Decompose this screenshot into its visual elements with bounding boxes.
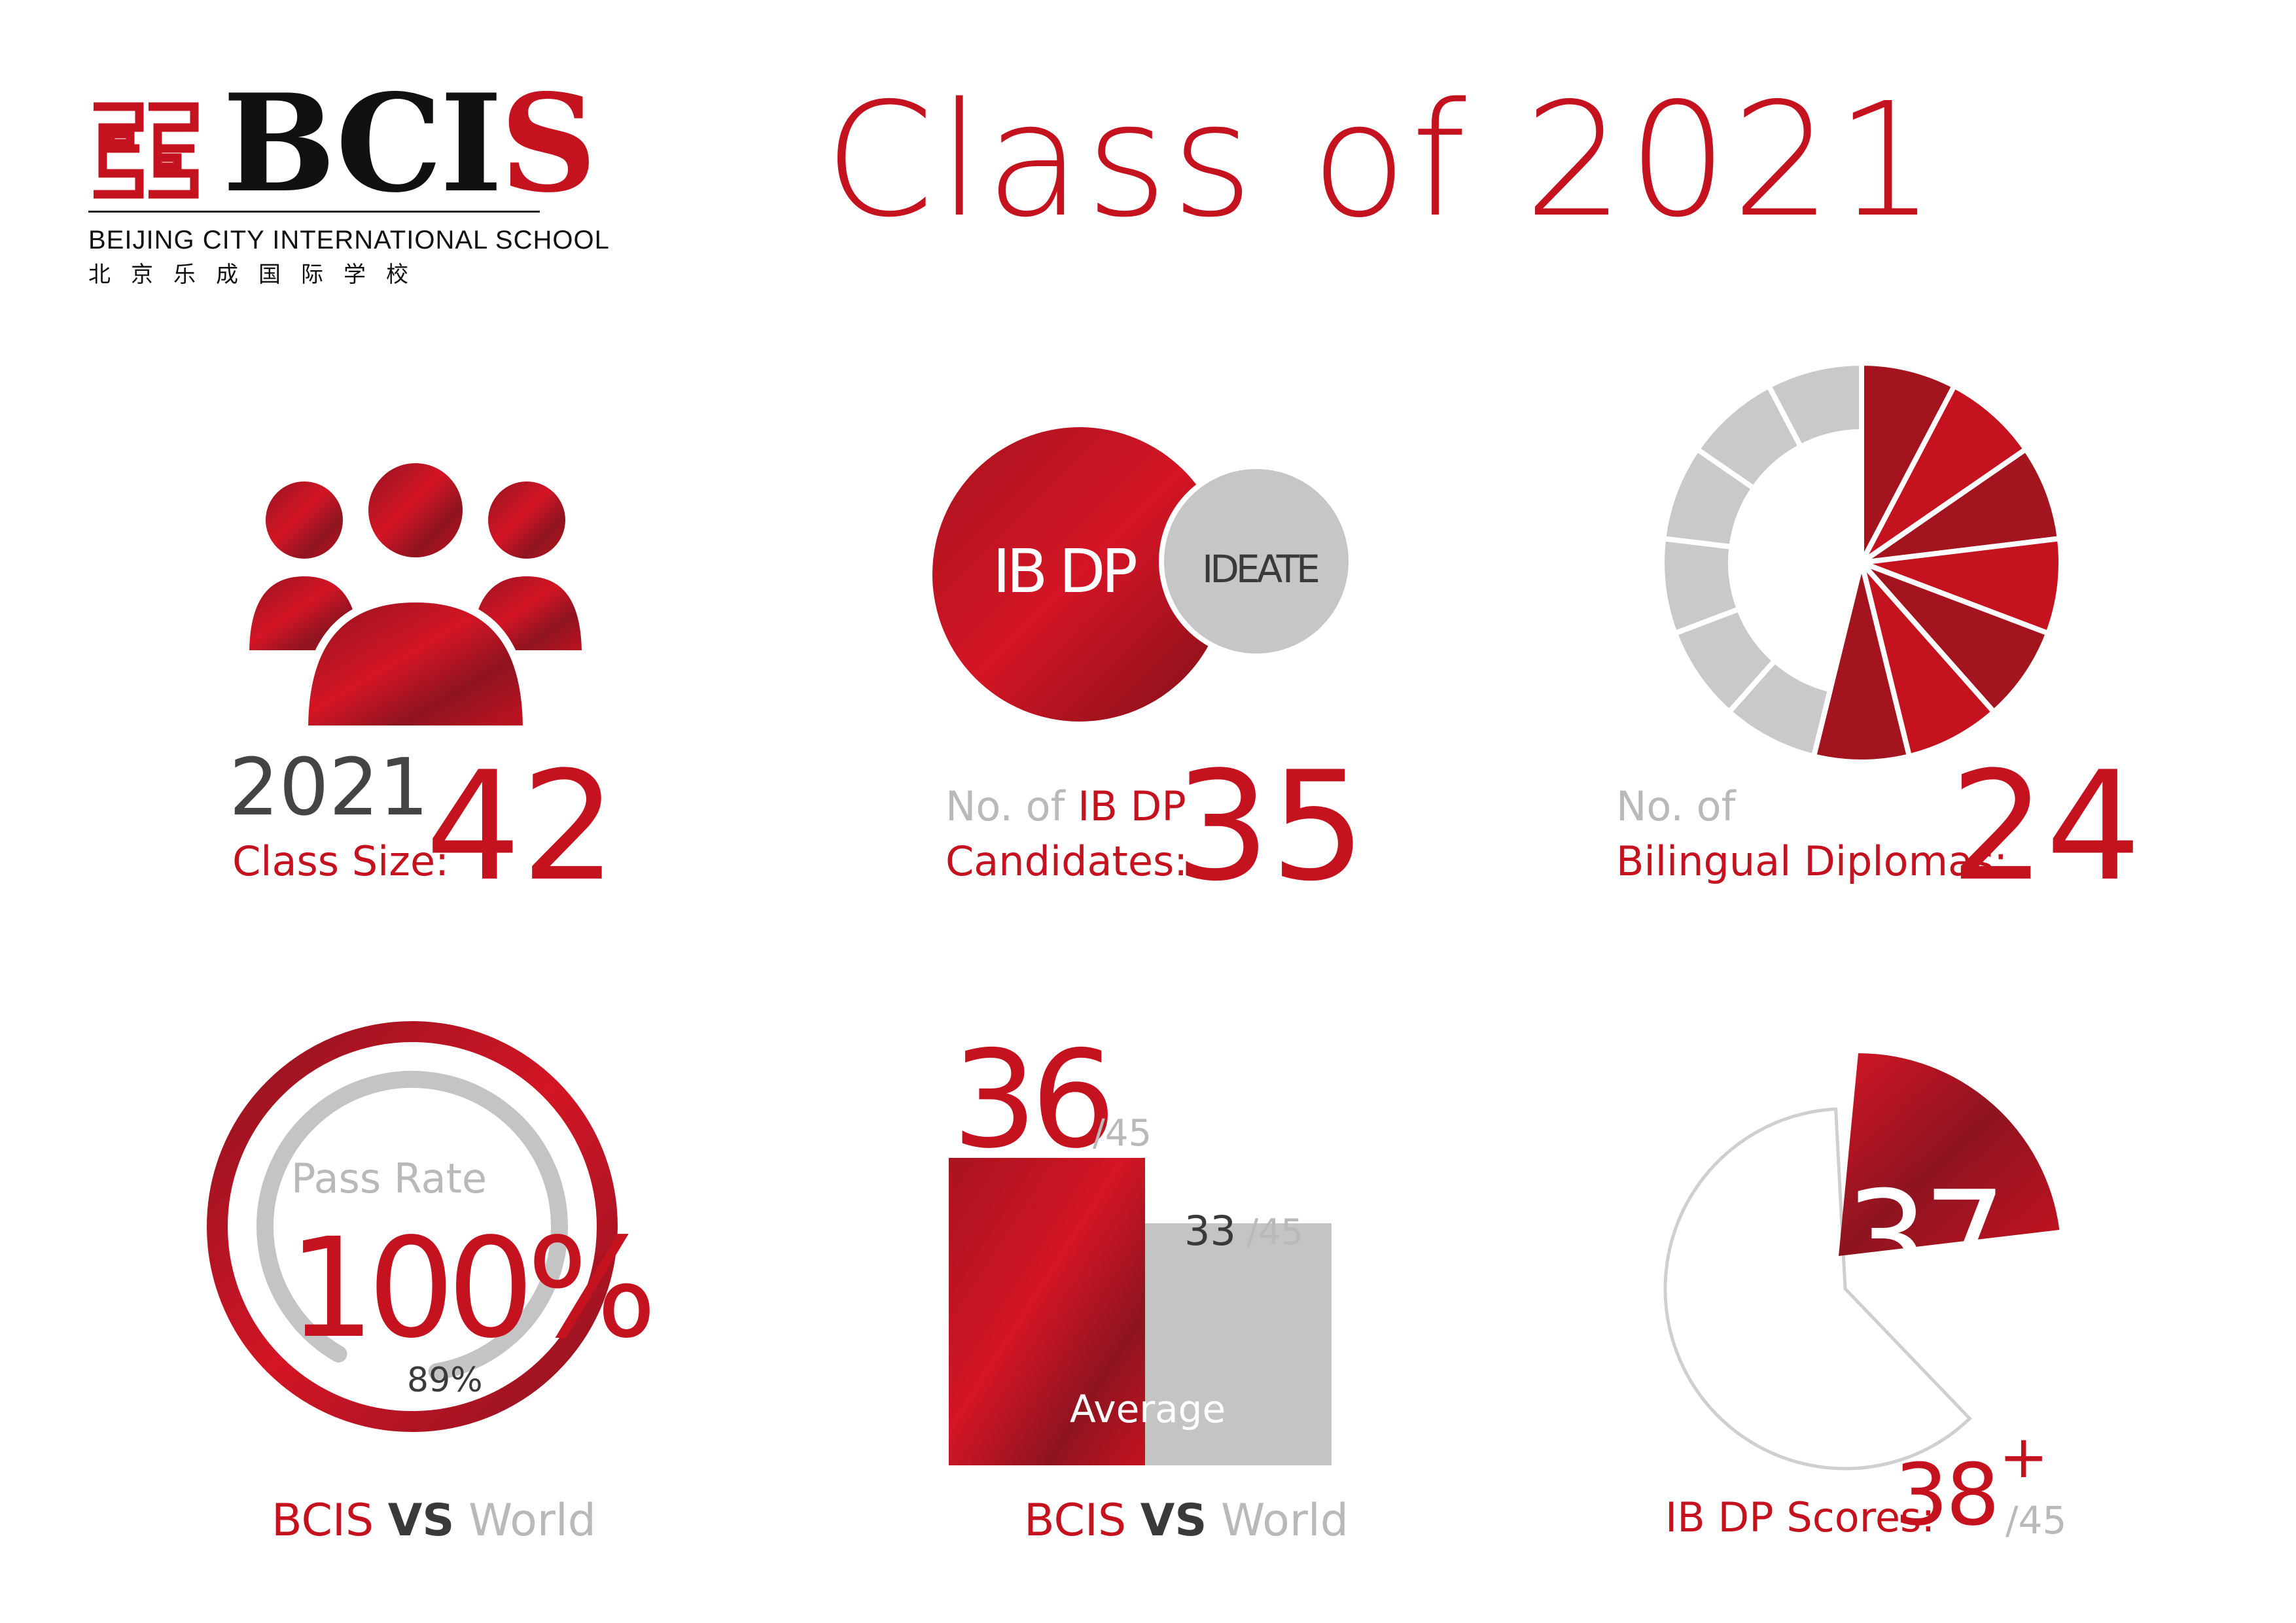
- bilingual-grey-segment: [1765, 360, 1864, 451]
- logo-divider: [88, 211, 540, 213]
- world-average-bar: [1145, 1223, 1332, 1465]
- ibdp-label-line1: No. of IB DP: [945, 782, 1186, 830]
- average-comparison-caption: BCIS VS World: [1024, 1495, 1349, 1546]
- top-score-value: 38: [1894, 1445, 2000, 1544]
- ibdp-circle-label: IB DP: [993, 536, 1136, 606]
- class-year: 2021: [229, 742, 429, 833]
- page-title: Class of 2021: [824, 69, 1940, 252]
- bilingual-label-line2: Bilingual Diplomas:: [1616, 837, 2008, 885]
- pass-rate-comparison-caption: BCIS VS World: [272, 1495, 596, 1546]
- bcis-average-value: 36: [952, 1022, 1116, 1178]
- top-score-percent-sign: %: [2012, 1233, 2068, 1302]
- bilingual-red-segment: [1860, 535, 2064, 637]
- world-pass-arc: [256, 1071, 568, 1380]
- top-score-pie: [1663, 1053, 2060, 1471]
- logo-wordmark: BCIS: [222, 65, 597, 222]
- world-average-value: 33: [1184, 1207, 1236, 1255]
- bcis-pass-rate-value: 100%: [288, 1208, 657, 1369]
- class-size-label: Class Size:: [232, 837, 449, 885]
- bilingual-red-segment: [1859, 382, 2030, 565]
- top-score-max: /45: [2005, 1498, 2067, 1543]
- bcis-pass-ring: [207, 1021, 618, 1432]
- pie-remainder-slice: [1663, 1107, 1972, 1471]
- ibdp-venn-graphic: IB DP IDEATE: [932, 427, 1354, 722]
- bilingual-red-segment: [1860, 445, 2063, 565]
- bilingual-red-segment: [1810, 562, 1913, 765]
- pass-rate-label: Pass Rate: [291, 1155, 487, 1202]
- ibdp-candidates-value: 35: [1174, 740, 1366, 915]
- bilingual-red-segment: [1859, 561, 1998, 759]
- world-pass-rate-value: 89%: [407, 1361, 483, 1400]
- pass-rate-gauge: [207, 1021, 618, 1432]
- ideate-circle: [1159, 464, 1354, 659]
- top-score-percent-value: 37: [1845, 1163, 2006, 1316]
- class-size-value: 42: [425, 740, 617, 915]
- pie-highlight-slice: [1839, 1053, 2060, 1256]
- bilingual-red-segment: [1859, 360, 1958, 564]
- school-emblem-icon: [94, 102, 199, 199]
- top-score-plus: +: [1999, 1423, 2049, 1492]
- bilingual-segment-chart: [1659, 360, 2064, 765]
- people-group-icon: [242, 458, 589, 733]
- school-name-english: BEIJING CITY INTERNATIONAL SCHOOL: [88, 226, 610, 254]
- school-name-chinese: 北京乐成国际学校: [88, 262, 429, 288]
- bilingual-value: 24: [1950, 740, 2142, 915]
- top-score-label: IB DP Scores:: [1665, 1493, 1935, 1541]
- ibdp-label-line2: Candidates:: [945, 837, 1188, 885]
- world-average-max: /45: [1246, 1212, 1303, 1253]
- ibdp-circle: [932, 427, 1227, 722]
- average-label: Average: [1070, 1387, 1226, 1431]
- ideate-circle-label: IDEATE: [1202, 547, 1318, 591]
- bilingual-red-segment: [1860, 560, 2052, 716]
- bilingual-label-line1: No. of: [1616, 782, 1736, 830]
- bcis-average-max: /45: [1093, 1112, 1152, 1155]
- average-score-bars: [949, 1158, 1332, 1465]
- bcis-average-bar: [949, 1158, 1145, 1465]
